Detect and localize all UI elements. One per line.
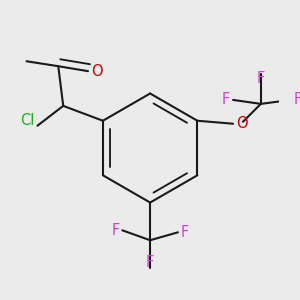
Text: F: F: [181, 225, 189, 240]
Text: Cl: Cl: [20, 113, 34, 128]
Text: F: F: [222, 92, 230, 107]
Text: O: O: [236, 116, 248, 131]
Text: F: F: [146, 255, 154, 270]
Text: F: F: [257, 71, 265, 86]
Text: F: F: [293, 92, 300, 107]
Text: O: O: [91, 64, 103, 79]
Text: F: F: [111, 223, 119, 238]
